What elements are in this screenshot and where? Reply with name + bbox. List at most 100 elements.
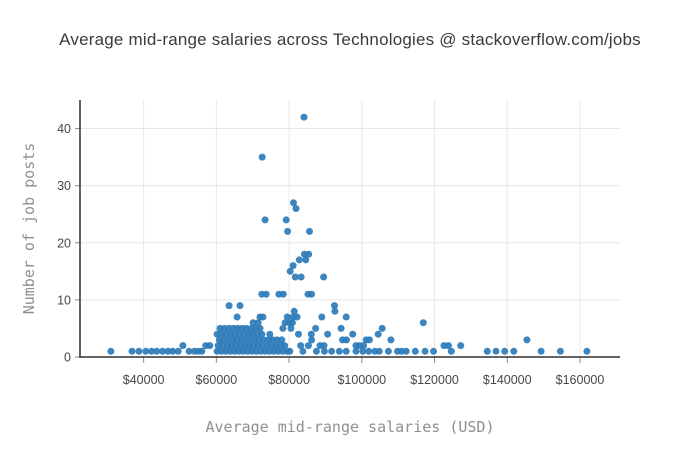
data-point [174, 347, 182, 355]
y-tick-label: 0 [64, 351, 71, 365]
axis-layer: $40000 $60000 $80000 $100000 $120000 $140000 $… [57, 100, 620, 387]
grid-layer [80, 100, 620, 357]
data-point [483, 347, 491, 355]
data-point [402, 347, 410, 355]
data-point [148, 347, 156, 355]
x-tick-label: $120000 [410, 373, 459, 387]
data-point [290, 307, 298, 315]
data-point [556, 347, 564, 355]
data-point [291, 273, 299, 281]
data-point [254, 319, 262, 327]
data-point [335, 347, 343, 355]
data-point [293, 313, 301, 321]
data-points-layer [107, 113, 591, 355]
x-tick-label: $140000 [483, 373, 532, 387]
data-point [206, 342, 214, 350]
data-point [281, 342, 289, 350]
data-point [342, 313, 350, 321]
data-point [318, 313, 326, 321]
data-point [284, 227, 292, 235]
data-point [320, 342, 328, 350]
data-point [297, 273, 305, 281]
data-point [286, 347, 294, 355]
data-point [258, 153, 266, 161]
data-point [107, 347, 115, 355]
data-point [307, 330, 315, 338]
y-tick-label: 10 [57, 293, 71, 307]
data-point [331, 302, 338, 310]
data-point [233, 313, 241, 321]
x-tick-label: $100000 [337, 373, 386, 387]
data-point [337, 324, 345, 332]
data-point [259, 313, 267, 321]
data-point [278, 336, 286, 344]
data-point [260, 336, 268, 344]
data-point [236, 302, 244, 310]
data-point [292, 205, 300, 212]
data-point [169, 347, 177, 355]
data-point [258, 330, 266, 338]
data-point [537, 347, 545, 355]
data-point [258, 342, 266, 350]
data-point [304, 342, 312, 350]
x-tick-label: $40000 [123, 373, 165, 387]
x-tick-label: $80000 [268, 373, 310, 387]
data-point [290, 199, 297, 207]
chart-title: Average mid-range salaries across Techno… [59, 30, 641, 49]
data-point [305, 250, 313, 258]
data-point [249, 319, 257, 327]
y-tick-label: 30 [57, 179, 71, 193]
data-point [287, 324, 295, 332]
y-axis-label: Number of job posts [20, 143, 38, 315]
data-point [282, 216, 290, 224]
data-point [295, 256, 303, 264]
data-point [185, 347, 193, 355]
data-point [295, 330, 302, 338]
data-point [375, 347, 383, 355]
data-point [320, 273, 328, 281]
data-point [492, 347, 500, 355]
data-point [343, 336, 350, 344]
data-point [523, 336, 531, 344]
y-tick-label: 40 [57, 122, 71, 136]
data-point [510, 347, 518, 355]
data-point [198, 347, 206, 355]
data-point [501, 347, 509, 355]
data-point [279, 290, 287, 298]
y-tick-label: 20 [57, 236, 71, 250]
data-point [153, 347, 161, 355]
data-point [457, 342, 465, 350]
data-point [342, 347, 350, 355]
data-point [444, 342, 452, 350]
data-point [128, 347, 136, 355]
data-point [289, 262, 297, 270]
data-point [359, 347, 367, 355]
data-point [312, 347, 320, 355]
data-point [352, 347, 360, 355]
data-point [365, 347, 373, 355]
data-point [299, 347, 307, 355]
data-point [142, 347, 150, 355]
data-point [279, 324, 287, 332]
data-point [349, 330, 357, 338]
data-point [447, 347, 455, 355]
data-point [421, 347, 429, 355]
data-point [179, 342, 187, 350]
data-point [387, 336, 395, 344]
data-point [312, 324, 320, 332]
data-point [302, 256, 310, 264]
data-point [583, 347, 591, 355]
data-point [308, 336, 316, 344]
data-point [430, 347, 437, 355]
data-point [256, 324, 264, 332]
data-point [286, 267, 294, 275]
data-point [378, 324, 386, 332]
data-point [419, 319, 427, 327]
data-point [331, 307, 339, 315]
data-point [225, 302, 233, 310]
data-point [320, 347, 328, 355]
data-point [219, 342, 226, 350]
data-point [266, 330, 274, 338]
